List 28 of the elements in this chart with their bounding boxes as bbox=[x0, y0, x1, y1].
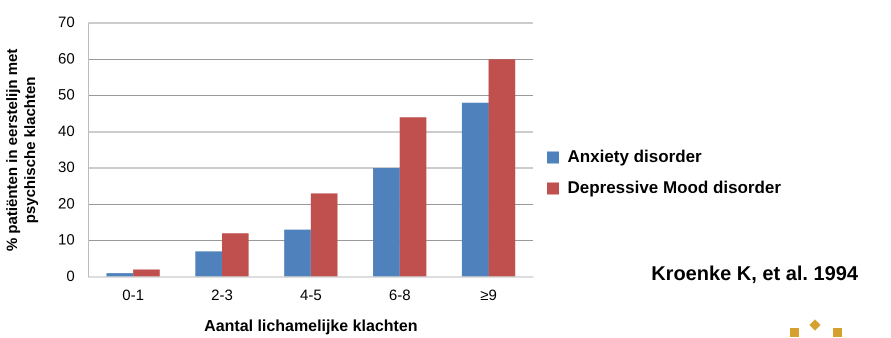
bar bbox=[195, 251, 222, 276]
y-tick-label: 20 bbox=[58, 195, 75, 212]
x-tick-label: 6-8 bbox=[388, 286, 411, 304]
y-tick-label: 10 bbox=[58, 232, 75, 249]
bar bbox=[106, 273, 134, 276]
bar bbox=[373, 168, 400, 276]
x-tick-label: 2-3 bbox=[211, 286, 233, 304]
y-axis-title: % patiënten in eerstelijn met psychische klachten bbox=[4, 48, 40, 252]
y-tick-label: 0 bbox=[66, 268, 75, 285]
bar bbox=[284, 230, 311, 276]
bar bbox=[400, 117, 426, 276]
y-tick-label: 70 bbox=[58, 14, 75, 32]
bar bbox=[222, 233, 249, 276]
y-tick-label: 30 bbox=[58, 159, 75, 176]
legend-label: Anxiety disorder bbox=[567, 147, 702, 166]
x-tick-label: 4-5 bbox=[300, 286, 322, 304]
text: Kroenke K, et al. 1994 bbox=[651, 263, 859, 285]
y-tick-label: 50 bbox=[58, 86, 75, 104]
y-tick-label: 60 bbox=[58, 50, 75, 68]
legend-label: Depressive Mood disorder bbox=[567, 178, 782, 198]
bar bbox=[462, 102, 489, 276]
x-axis-title: Aantal lichamelijke klachten bbox=[204, 318, 418, 335]
y-tick-label: 40 bbox=[58, 122, 75, 140]
x-tick-label: ≥9 bbox=[480, 286, 497, 304]
x-tick-label: 0-1 bbox=[122, 286, 144, 304]
bar bbox=[488, 59, 516, 276]
bar bbox=[310, 193, 338, 276]
bar bbox=[133, 270, 160, 276]
